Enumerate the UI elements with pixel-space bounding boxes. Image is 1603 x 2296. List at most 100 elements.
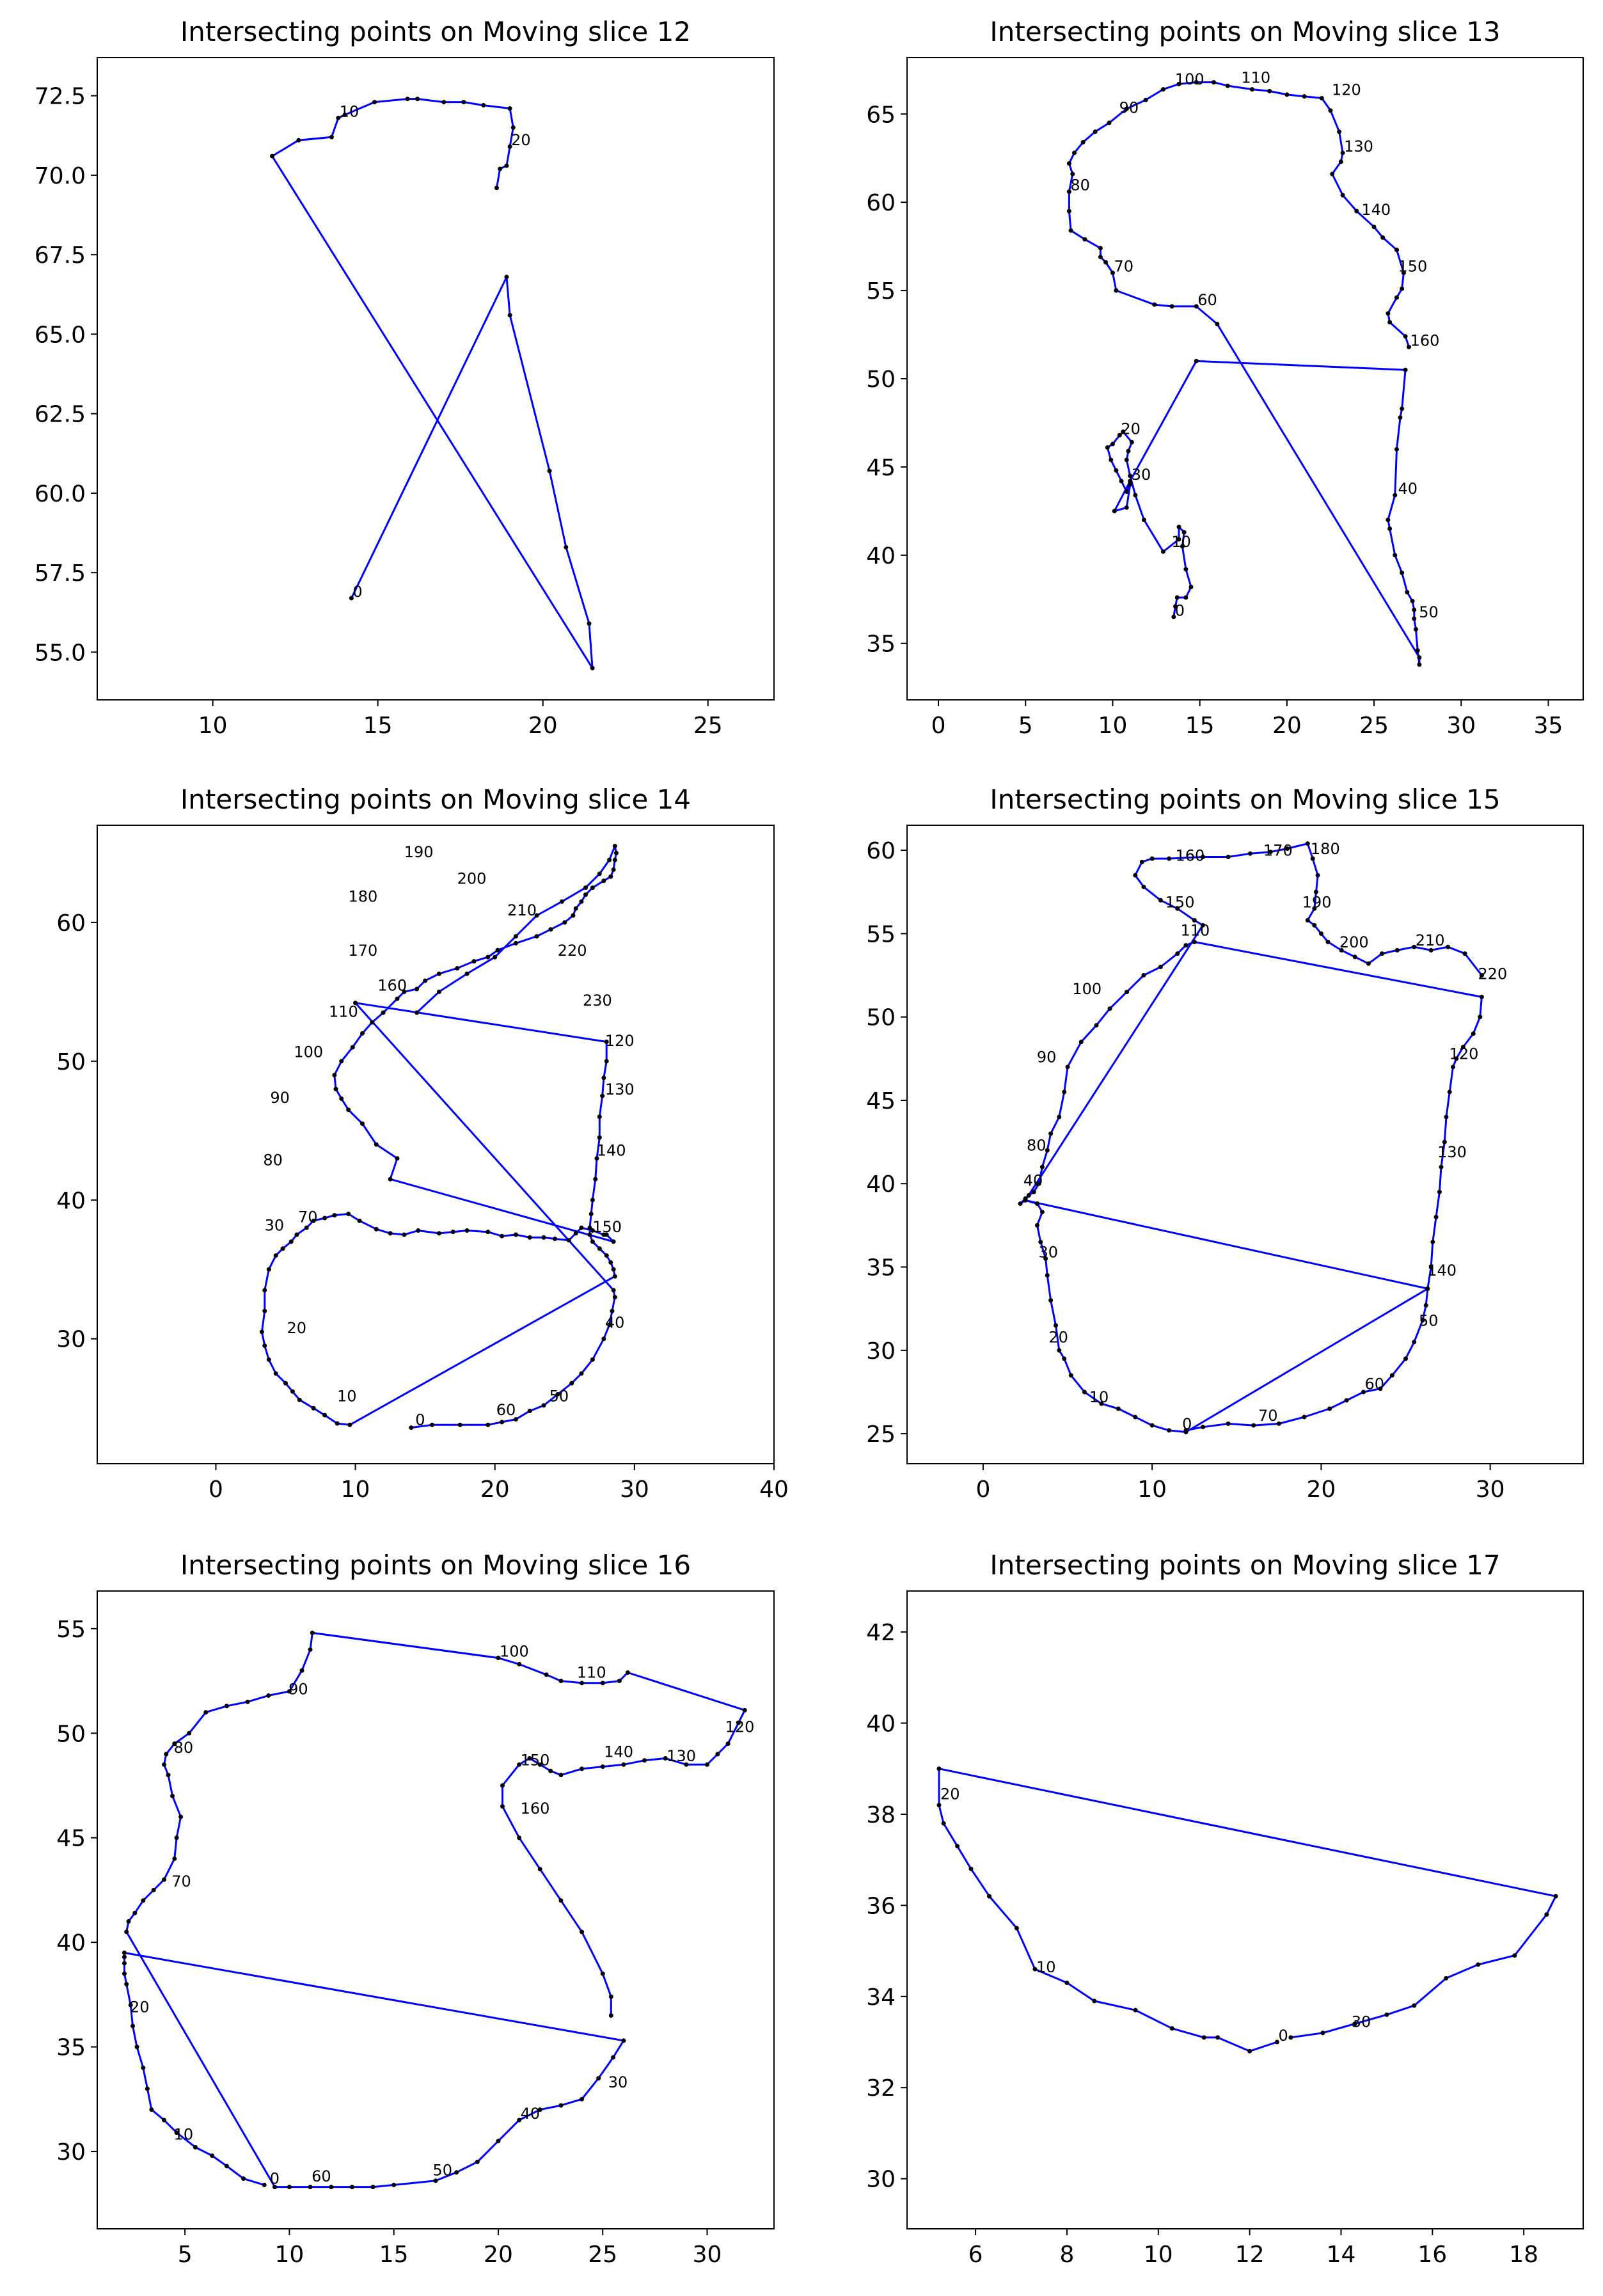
data-point xyxy=(587,1232,592,1237)
data-point xyxy=(987,1894,992,1899)
axes-frame xyxy=(906,57,1584,701)
y-tick-label: 55 xyxy=(56,1617,86,1643)
data-point xyxy=(332,1073,337,1078)
series-0 xyxy=(259,844,619,1430)
x-tick-label: 15 xyxy=(379,2242,409,2268)
data-point xyxy=(1340,150,1345,155)
x-tick-label: 30 xyxy=(1446,713,1476,739)
data-point xyxy=(1128,482,1133,487)
data-point xyxy=(342,112,347,117)
y-tick-label: 25 xyxy=(866,1421,896,1448)
data-point xyxy=(455,965,460,970)
data-point xyxy=(259,1329,264,1334)
data-point xyxy=(1173,604,1178,609)
data-point xyxy=(1393,493,1398,498)
data-point xyxy=(513,934,518,939)
point-index-label: 170 xyxy=(1263,842,1293,860)
data-point xyxy=(161,1877,166,1882)
data-point xyxy=(308,1647,313,1652)
data-point xyxy=(1471,1031,1476,1036)
data-point xyxy=(262,1288,267,1293)
series-line xyxy=(1019,843,1483,1433)
data-point xyxy=(141,1898,146,1903)
data-point xyxy=(145,2086,150,2091)
point-index-label: 20 xyxy=(1121,420,1141,438)
data-point xyxy=(1327,1406,1332,1411)
data-point xyxy=(1183,567,1188,572)
data-point xyxy=(1072,150,1077,155)
data-point xyxy=(1386,311,1391,316)
data-point xyxy=(936,1766,942,1771)
data-point xyxy=(1267,88,1272,93)
data-point xyxy=(498,166,503,171)
data-point xyxy=(496,1656,501,1661)
series-0 xyxy=(270,97,595,670)
data-point xyxy=(1188,584,1194,589)
data-point xyxy=(1340,193,1345,198)
data-point xyxy=(1149,856,1155,861)
data-point xyxy=(381,1010,386,1015)
data-point xyxy=(507,313,512,318)
data-point xyxy=(611,2055,616,2060)
data-point xyxy=(272,2185,278,2190)
data-point xyxy=(1305,841,1310,846)
data-point xyxy=(1124,505,1129,510)
data-point xyxy=(562,920,567,925)
point-index-label: 150 xyxy=(1165,893,1195,911)
data-point xyxy=(336,115,341,120)
point-index-label: 100 xyxy=(1072,980,1102,998)
data-point xyxy=(430,1422,435,1427)
series-0 xyxy=(122,1630,747,2190)
data-point xyxy=(590,1198,595,1203)
data-point xyxy=(1119,479,1124,484)
point-index-label: 120 xyxy=(1332,81,1361,99)
data-point xyxy=(402,989,407,994)
series-0 xyxy=(1066,80,1422,667)
data-point xyxy=(1352,2022,1357,2027)
x-tick-label: 30 xyxy=(693,2242,722,2268)
data-point xyxy=(1211,80,1216,85)
data-point xyxy=(1180,544,1185,549)
data-point xyxy=(1320,2031,1325,2036)
data-point xyxy=(262,2182,267,2187)
chart-panel-2: Intersecting points on Moving slice 14 0 1… xyxy=(56,784,789,1503)
data-point xyxy=(270,154,275,159)
data-point xyxy=(405,97,410,102)
data-point xyxy=(349,596,354,601)
data-point xyxy=(580,1681,585,1686)
data-point xyxy=(955,1844,960,1849)
data-point xyxy=(304,1225,309,1230)
point-index-label: 190 xyxy=(404,843,434,861)
data-point xyxy=(287,2185,292,2190)
y-tick-label: 55.0 xyxy=(35,640,86,666)
point-index-label: 120 xyxy=(605,1032,635,1050)
point-index-label: 10 xyxy=(1036,1958,1056,1976)
data-point xyxy=(1133,873,1138,878)
data-point xyxy=(558,1679,564,1684)
x-tick-label: 20 xyxy=(528,713,558,739)
data-point xyxy=(1400,406,1405,411)
y-tick-label: 72.5 xyxy=(35,84,86,110)
chart-title: Intersecting points on Moving slice 16 xyxy=(180,1549,691,1581)
data-point xyxy=(1433,1214,1439,1219)
data-point xyxy=(593,1176,598,1182)
data-point xyxy=(262,1308,267,1313)
point-index-label: 60 xyxy=(312,2167,331,2185)
data-point xyxy=(715,1752,720,1757)
data-point xyxy=(705,1762,710,1767)
data-point xyxy=(504,274,509,280)
point-index-label: 50 xyxy=(549,1388,569,1405)
point-index-label: 180 xyxy=(348,887,377,905)
data-point xyxy=(500,1804,505,1809)
point-index-label: 130 xyxy=(1437,1143,1467,1161)
data-point xyxy=(1444,1975,1449,1981)
x-tick-label: 18 xyxy=(1509,2242,1538,2268)
data-point xyxy=(611,1288,616,1293)
data-point xyxy=(541,1403,546,1408)
series-line xyxy=(1068,81,1421,666)
data-point xyxy=(1034,1223,1039,1228)
chart-title: Intersecting points on Moving slice 13 xyxy=(990,16,1500,47)
data-point xyxy=(1247,851,1252,856)
point-index-label: 220 xyxy=(1478,965,1508,983)
x-tick-label: 0 xyxy=(209,1477,223,1503)
